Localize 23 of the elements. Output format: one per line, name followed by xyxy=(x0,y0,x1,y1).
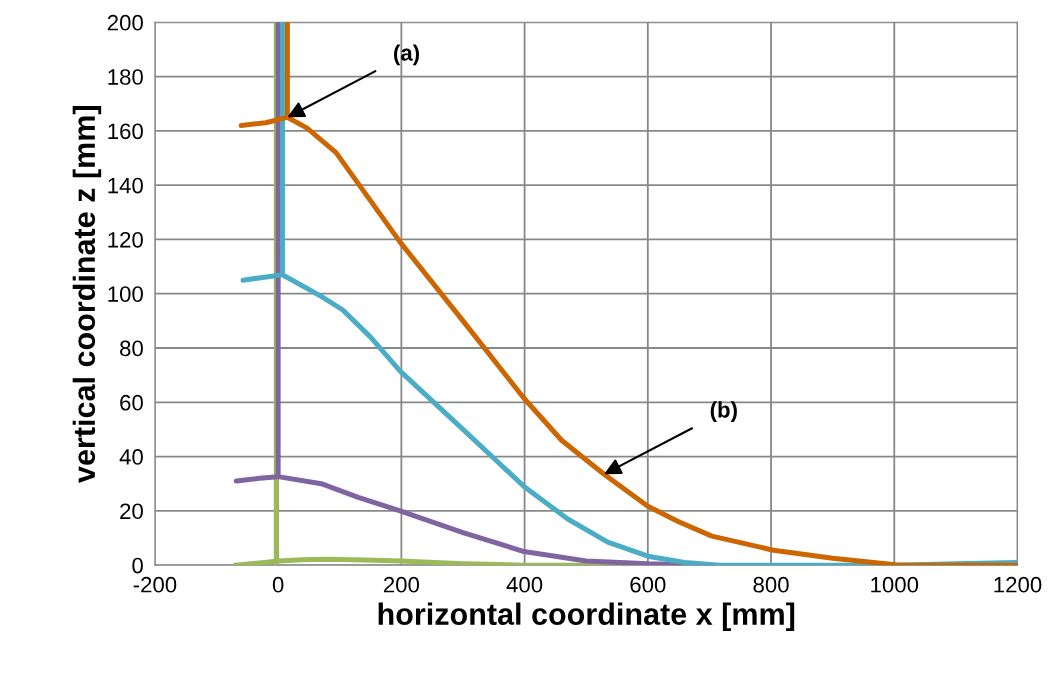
x-tick-label: -200 xyxy=(133,576,177,593)
x-tick-label: 0 xyxy=(272,576,284,593)
y-tick-label: 200 xyxy=(107,14,143,31)
x-tick-label: 200 xyxy=(383,576,420,593)
y-tick-label: 120 xyxy=(108,231,143,248)
y-tick-label: 140 xyxy=(108,177,143,194)
y-tick-label: 180 xyxy=(108,69,143,85)
x-tick-label: 1000 xyxy=(871,576,919,593)
annotation: (b) xyxy=(710,401,737,423)
x-tick-label: 1200 xyxy=(994,576,1042,593)
y-tick-label: 0 xyxy=(132,557,143,574)
y-tick-label: 20 xyxy=(120,503,143,520)
y-tick-label: 100 xyxy=(108,286,143,302)
y-tick-label: 80 xyxy=(120,340,143,357)
annotation: (a) xyxy=(394,44,419,66)
y-tick-label: 160 xyxy=(108,123,143,140)
y-axis-title: vertical coordinate z [mm] xyxy=(72,106,102,483)
x-axis-title: horizontal coordinate x [mm] xyxy=(378,602,795,631)
x-tick-label: 400 xyxy=(506,576,543,593)
x-tick-label: 600 xyxy=(630,576,666,593)
x-tick-label: 800 xyxy=(753,576,789,593)
y-tick-label: 40 xyxy=(119,449,143,465)
y-tick-label: 60 xyxy=(120,394,143,411)
